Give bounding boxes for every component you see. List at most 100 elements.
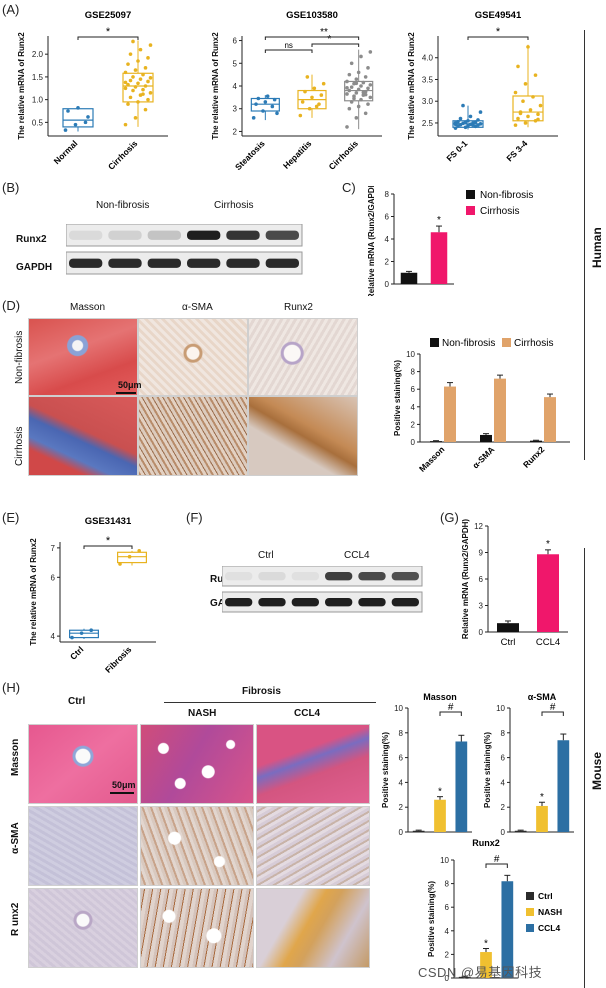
chart-a3-ytick-label-2: 3.5 <box>422 75 434 84</box>
chart-a1-point-1-9 <box>131 88 135 93</box>
chart-a2-sig-bracket-0 <box>264 49 313 53</box>
human-label: Human <box>590 227 604 268</box>
panel-label-g: (G) <box>440 510 459 525</box>
chart-h3-ytick-label-1: 2 <box>445 950 450 959</box>
chart-h2-bar-0 <box>514 830 527 832</box>
chart-a1-box-1 <box>122 72 154 103</box>
chart-d-ytick-label-5: 10 <box>406 350 415 359</box>
chart-d-legend-label-0: Non-fibrosis <box>442 338 495 349</box>
chart-g-ytick-label-0: 0 <box>479 628 484 637</box>
blot-b-bands <box>66 224 303 275</box>
chart-h3-sig-bracket <box>485 863 508 868</box>
histo-h-runx2-ccl4 <box>256 888 370 968</box>
chart-a1-point-1-31 <box>131 39 135 44</box>
chart-a2-point-2-23 <box>354 77 359 81</box>
chart-a2-sig-label-2: ** <box>320 27 328 38</box>
chart-a2-point-1-7 <box>312 86 317 91</box>
chart-h2-ytick-label-5: 10 <box>496 704 505 713</box>
panel-label-b: (B) <box>2 180 20 195</box>
histo-h-col-1: Ctrl <box>68 696 86 707</box>
histo-d-sma-cirrhosis <box>138 396 248 476</box>
histology-d: Masson α-SMA Runx2 Non-fibrosis Cirrhosi… <box>14 300 374 480</box>
chart-a2-point-0-4 <box>263 100 268 104</box>
chart-a3-point-1-15 <box>526 45 530 49</box>
chart-d-xlabel-1: α-SMA <box>470 444 496 470</box>
chart-a2-point-1-4 <box>310 95 314 100</box>
chart-a2-point-2-0 <box>345 125 349 129</box>
chart-d-legend-swatch-0 <box>430 338 439 347</box>
chart-a1-point-1-4 <box>136 100 140 104</box>
blot-f-bands <box>222 566 423 613</box>
chart-a1-point-1-28 <box>128 52 133 56</box>
blotb-band-runx2-1 <box>108 230 142 240</box>
chart-a1-ylabel: The relative mRNA of Runx2 <box>17 32 26 140</box>
chart-h1-bar-1 <box>434 799 446 832</box>
histo-d-row-2: Cirrhosis <box>14 426 25 466</box>
blotf-band-gapdh-3 <box>325 598 353 607</box>
chart-a1-point-1-2 <box>143 107 148 112</box>
blotf-band-runx2-3 <box>325 572 353 581</box>
panel-label-c: C) <box>342 180 356 195</box>
chart-a3-point-0-0 <box>453 126 458 130</box>
blotb-band-runx2-0 <box>69 230 103 240</box>
blotf-band-gapdh-0 <box>225 598 253 607</box>
chart-a3-ytick-label-1: 3.0 <box>422 97 434 106</box>
chart-a3-point-0-21 <box>471 123 475 127</box>
chart-a3-point-1-9 <box>521 99 525 104</box>
chart-a1-point-1-22 <box>123 70 128 75</box>
blotf-row-bg-runx2 <box>222 566 423 587</box>
chart-a2-xlabel-0: Steatosis <box>233 138 267 172</box>
chart-c-ytick-label-4: 8 <box>385 190 390 199</box>
chart-h1-ylabel: Positive staining(%) <box>381 732 390 808</box>
histo-d-col-1: Masson <box>70 302 106 313</box>
blotb-band-gapdh-0 <box>69 258 103 268</box>
chart-a1-point-1-6 <box>128 95 133 100</box>
blotb-band-gapdh-2 <box>147 258 181 268</box>
blotf-band-runx2-0 <box>225 572 253 581</box>
blotb-band-gapdh-3 <box>187 258 221 268</box>
blotf-band-gapdh-1 <box>258 598 286 607</box>
chart-a-gse49541: GSE49541 2.5 3.0 3.5 4.0 The relative mRNA of… <box>407 10 558 163</box>
chart-h2-sig-hash: # <box>550 702 556 713</box>
chart-a3-xlabel-0: FS 0-1 <box>444 138 469 163</box>
chart-a1-point-1-16 <box>146 79 150 84</box>
blot-f-group-1: Ctrl <box>258 550 274 561</box>
chart-a1-point-0-1 <box>73 122 78 127</box>
chart-g-xlabel-0: Ctrl <box>501 637 516 648</box>
chart-a2-point-2-35 <box>363 92 368 97</box>
chart-c-ytick-label-3: 6 <box>385 213 390 222</box>
chart-c-bar-0 <box>400 272 418 284</box>
chart-e-ytick-label-2: 7 <box>51 544 56 553</box>
chart-a1-ytick-label-1: 1.0 <box>32 96 44 105</box>
chart-a1-point-1-24 <box>143 66 148 70</box>
chart-a2-sig-label-0: ns <box>284 41 292 50</box>
chart-g-ylabel: Relative mRNA (Runx2/GAPDH) <box>461 519 470 640</box>
chart-a3-ylabel: The relative mRNA of Runx2 <box>407 32 416 140</box>
chart-a3-point-1-7 <box>528 108 533 112</box>
histo-h-runx2-nash <box>140 888 254 968</box>
histo-h-sma-ccl4 <box>256 806 370 886</box>
chart-a1-point-1-12 <box>133 85 138 89</box>
chart-h1-ytick-label-2: 4 <box>399 778 404 787</box>
panel-label-e: (E) <box>2 510 20 525</box>
blotf-band-gapdh-2 <box>291 598 319 607</box>
chart-a3-point-1-12 <box>523 82 528 86</box>
histo-d-runx2-cirrhosis <box>248 396 358 476</box>
chart-h1-sig-hash: # <box>448 702 454 713</box>
chart-h1-sig-bracket <box>439 711 462 716</box>
chart-a1-point-1-33 <box>123 80 128 85</box>
chart-e-ytick-label-0: 4 <box>51 632 56 641</box>
chart-a3-point-0-14 <box>456 119 460 124</box>
blotf-band-runx2-2 <box>291 572 319 581</box>
histo-h-row-2: α-SMA <box>10 822 21 854</box>
chart-a1-point-1-17 <box>128 78 133 83</box>
watermark: CSDN @易基因科技 <box>418 965 543 980</box>
chart-d-bar-1-2 <box>544 397 556 442</box>
chart-a2-point-2-32 <box>361 90 366 95</box>
histo-d-col-3: Runx2 <box>284 302 313 313</box>
chart-g-bar-1 <box>537 554 559 632</box>
chart-e-point-1-0 <box>118 562 122 566</box>
histology-h: Ctrl Fibrosis NASH CCL4 Masson α-SMA R u… <box>10 684 380 984</box>
chart-a2-point-1-3 <box>300 100 305 104</box>
chart-a1-point-1-32 <box>141 92 145 96</box>
